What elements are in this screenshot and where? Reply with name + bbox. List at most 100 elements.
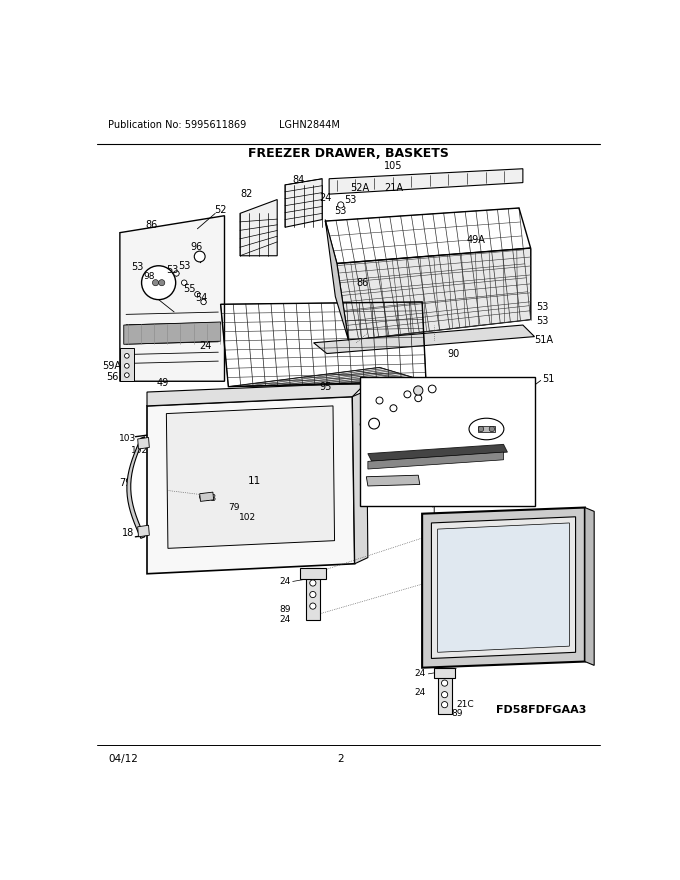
Text: 97: 97 [480,419,492,428]
Circle shape [200,494,206,500]
Text: 56: 56 [360,485,372,494]
Text: 21A: 21A [384,183,403,193]
Text: 103: 103 [201,494,218,502]
Polygon shape [285,179,322,227]
Polygon shape [313,325,534,354]
Text: 51: 51 [542,374,555,384]
Polygon shape [367,475,420,486]
Text: Publication No: 5995611869: Publication No: 5995611869 [108,120,246,130]
Text: 52: 52 [214,204,227,215]
Text: 53: 53 [360,414,371,423]
Text: 53: 53 [536,316,549,326]
Text: 86: 86 [356,278,369,288]
Circle shape [415,395,422,401]
Polygon shape [368,444,507,461]
Circle shape [173,271,179,276]
Text: 56: 56 [106,372,118,383]
Text: 11: 11 [248,476,260,487]
Polygon shape [137,437,150,449]
Polygon shape [585,508,594,665]
Polygon shape [300,568,326,579]
Text: 53: 53 [344,195,356,205]
Polygon shape [438,668,452,714]
Text: 89: 89 [279,605,290,614]
Text: 2: 2 [337,753,344,764]
Text: 24: 24 [199,341,211,351]
Circle shape [441,692,447,698]
Polygon shape [124,322,220,344]
Text: 21C: 21C [456,700,473,709]
Circle shape [194,251,205,262]
Text: 59: 59 [505,442,516,451]
Polygon shape [422,508,585,668]
Circle shape [194,291,200,297]
Text: 1: 1 [430,506,437,517]
Circle shape [158,280,165,286]
Text: 24: 24 [415,670,426,678]
Polygon shape [240,200,277,256]
Circle shape [124,354,129,358]
Text: 98: 98 [143,272,155,281]
Text: 24: 24 [279,577,290,586]
Text: 18: 18 [122,528,134,538]
Text: 54: 54 [195,293,207,303]
Circle shape [478,426,483,432]
Text: 79: 79 [228,503,239,512]
Polygon shape [147,383,367,406]
Circle shape [124,363,129,368]
Polygon shape [434,668,456,678]
Circle shape [310,603,316,609]
Text: 90: 90 [447,348,459,358]
Circle shape [139,528,146,533]
Text: 79: 79 [119,478,131,488]
Text: 55: 55 [430,380,442,389]
Circle shape [404,391,411,398]
Polygon shape [306,568,320,620]
Polygon shape [120,348,134,381]
Text: 55: 55 [184,284,196,294]
Text: 04/12: 04/12 [108,753,138,764]
Circle shape [141,266,175,299]
Text: 103: 103 [119,434,136,443]
Circle shape [338,202,344,208]
Text: 53: 53 [384,392,395,401]
Circle shape [124,373,129,378]
Polygon shape [325,219,348,341]
Polygon shape [337,248,530,341]
Text: 89: 89 [452,709,463,718]
Text: 24: 24 [415,688,426,697]
Text: 96: 96 [190,241,203,252]
Polygon shape [137,525,150,537]
Polygon shape [431,517,575,658]
Text: FREEZER DRAWER, BASKETS: FREEZER DRAWER, BASKETS [248,147,449,160]
Text: 53: 53 [441,377,453,385]
Polygon shape [478,426,495,432]
Text: 53: 53 [178,260,190,271]
Circle shape [428,385,436,392]
Text: 24: 24 [279,615,290,625]
Text: 84: 84 [292,175,304,186]
Text: 95: 95 [319,382,331,392]
Text: 49: 49 [156,378,169,388]
Circle shape [376,397,383,404]
Polygon shape [147,397,355,574]
Text: FD58FDFGAA3: FD58FDFGAA3 [496,705,586,715]
Circle shape [489,426,494,432]
Text: 51A: 51A [534,335,554,346]
Polygon shape [120,216,224,381]
Polygon shape [152,280,166,286]
Circle shape [310,580,316,586]
Text: 53: 53 [131,262,144,272]
Text: LGHN2844M: LGHN2844M [279,120,339,130]
Text: 49A: 49A [467,235,486,246]
Text: 82: 82 [240,189,252,199]
Circle shape [152,280,158,286]
Circle shape [139,440,146,446]
Polygon shape [228,368,426,386]
Text: 102: 102 [239,513,256,522]
Polygon shape [352,391,368,564]
Polygon shape [368,452,503,469]
Polygon shape [167,406,335,548]
Polygon shape [200,492,214,502]
Text: 53: 53 [360,398,371,407]
